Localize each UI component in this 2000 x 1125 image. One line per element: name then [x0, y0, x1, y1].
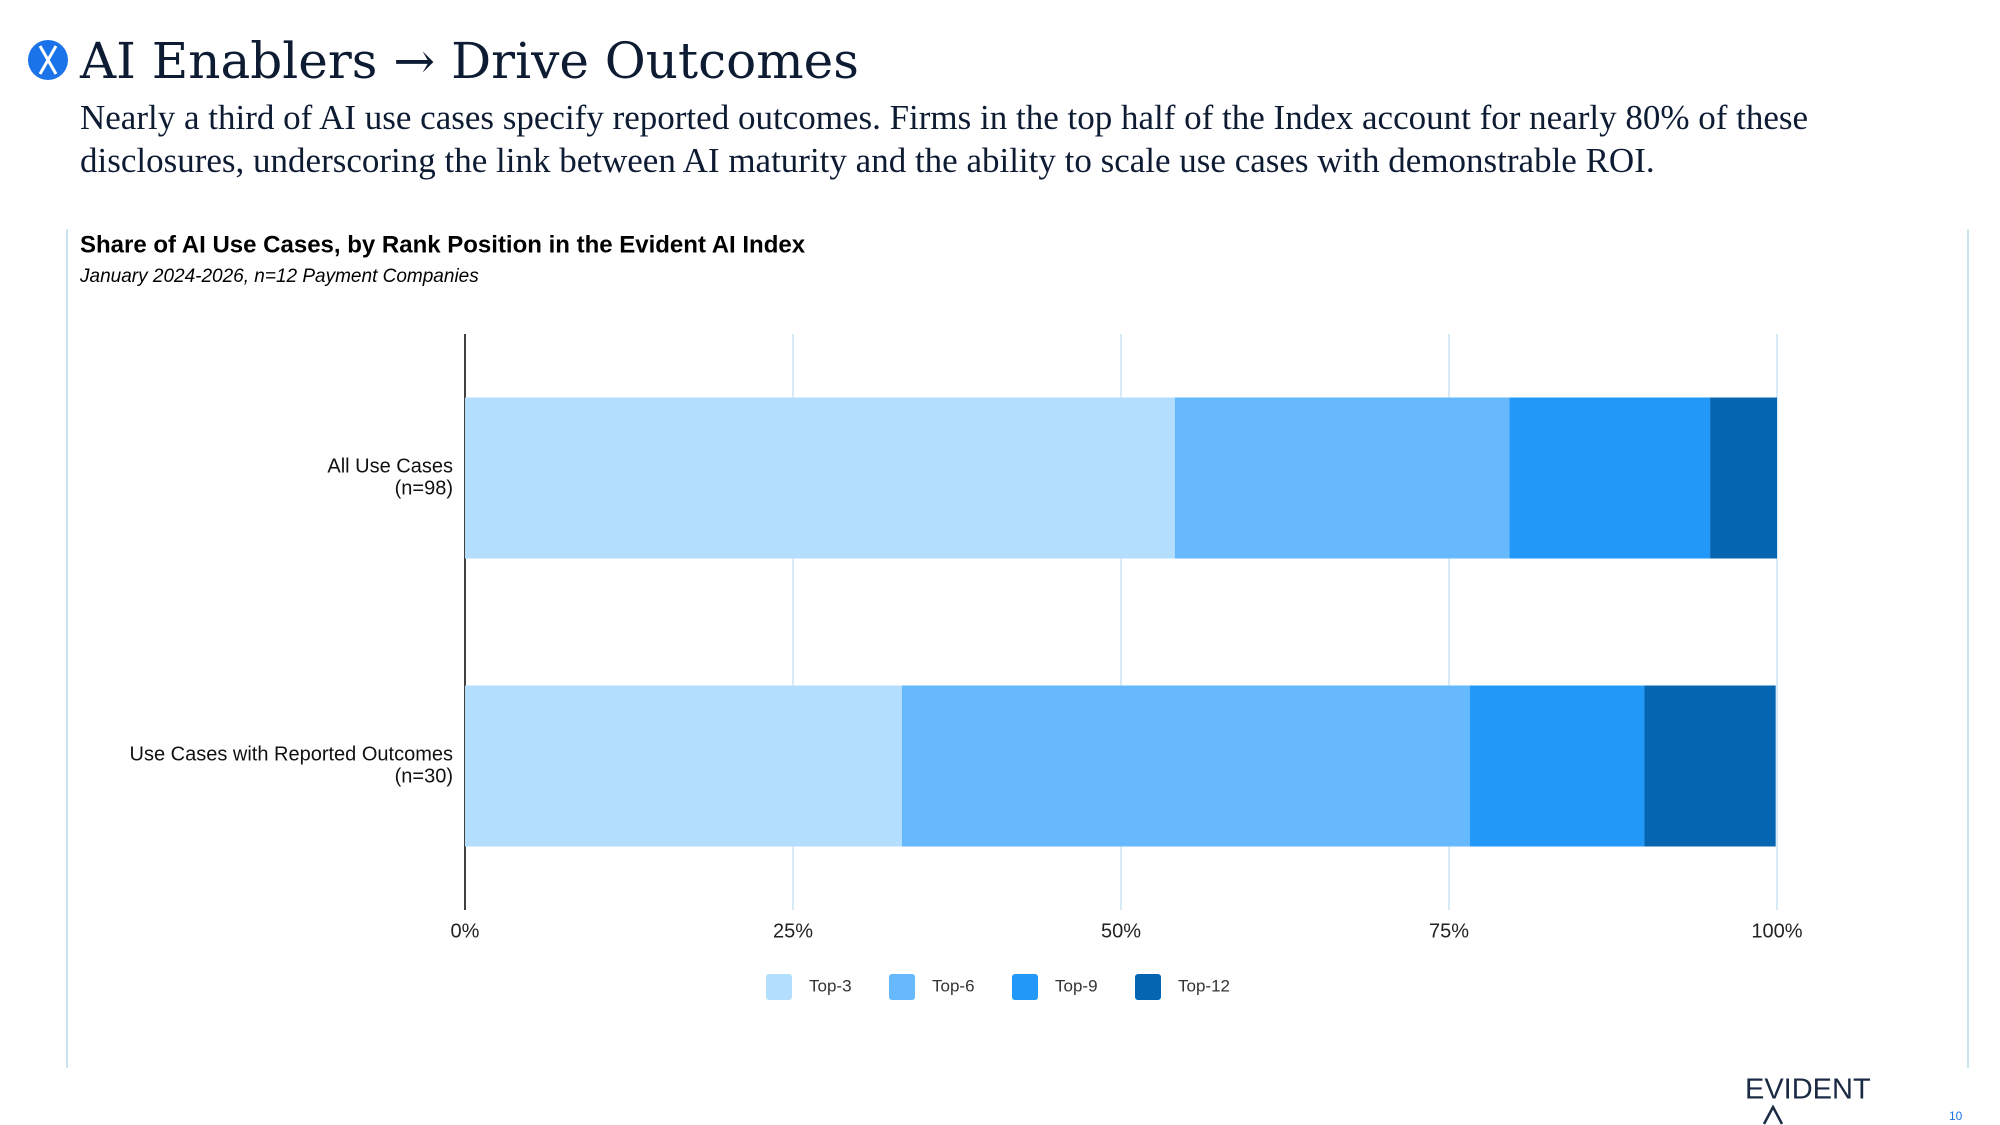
x-tick-label: 0%	[451, 920, 480, 942]
legend-label: Top-3	[809, 976, 852, 995]
page-number: 10	[1949, 1109, 1963, 1123]
bar-segment	[1710, 397, 1777, 559]
bar-segment	[465, 397, 1175, 559]
y-tick-label: All Use Cases	[327, 455, 453, 477]
legend-swatch	[889, 974, 915, 1000]
legend-swatch	[1012, 974, 1038, 1000]
x-tick-label: 100%	[1751, 920, 1802, 942]
y-tick-label: (n=30)	[395, 765, 453, 787]
bar-segment	[1174, 397, 1510, 559]
legend-swatch	[1135, 974, 1161, 1000]
y-tick-label: Use Cases with Reported Outcomes	[130, 743, 453, 765]
bar-segment	[901, 685, 1470, 847]
bar-segment	[465, 685, 902, 847]
x-tick-label: 50%	[1101, 920, 1141, 942]
legend-label: Top-12	[1178, 976, 1230, 995]
logo-mark	[1762, 1104, 1784, 1125]
y-tick-label: (n=98)	[395, 477, 453, 499]
x-tick-label: 75%	[1429, 920, 1469, 942]
legend-label: Top-6	[932, 976, 975, 995]
legend-swatch	[766, 974, 792, 1000]
chart-title: Share of AI Use Cases, by Rank Position …	[80, 231, 806, 258]
bar-segment	[1469, 685, 1645, 847]
bar-segment	[1509, 397, 1711, 559]
legend-label: Top-9	[1055, 976, 1098, 995]
page-subtitle: Nearly a third of AI use cases specify r…	[80, 98, 1809, 180]
icon-mark	[38, 45, 58, 75]
bar-segment	[1644, 685, 1776, 847]
x-tick-label: 25%	[773, 920, 813, 942]
page-title: AI Enablers → Drive Outcomes	[80, 32, 859, 90]
chart-subtitle: January 2024-2026, n=12 Payment Companie…	[79, 266, 479, 287]
logo: EVIDENT	[1745, 1074, 1871, 1106]
